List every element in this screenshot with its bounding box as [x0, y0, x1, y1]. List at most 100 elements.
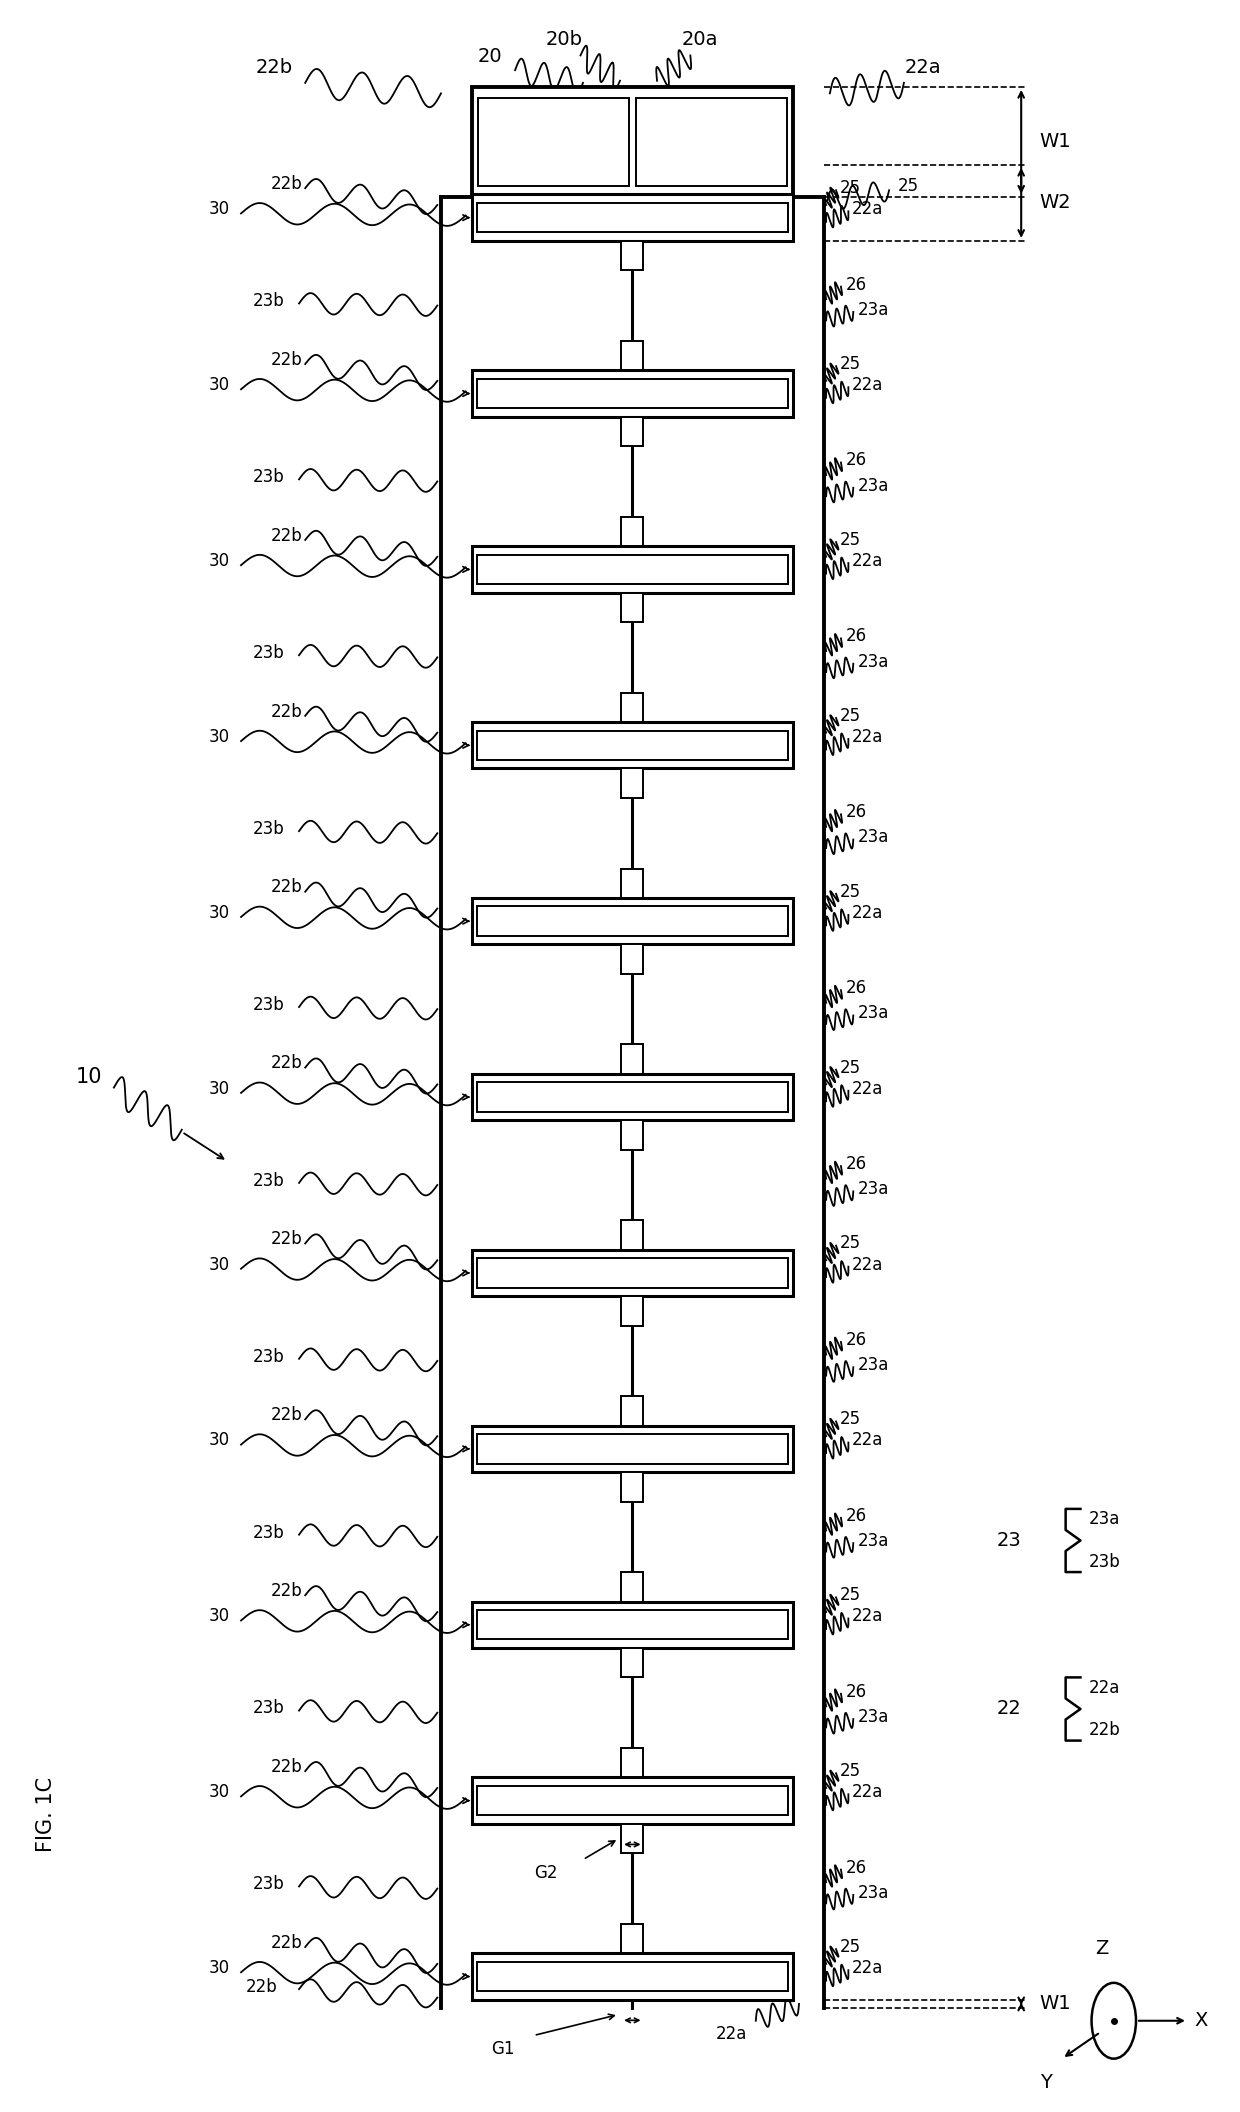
Bar [472, 1954, 792, 2000]
Text: 22a: 22a [715, 2025, 746, 2042]
Bar [621, 1221, 644, 1250]
Bar [621, 1297, 644, 1326]
Text: 10: 10 [76, 1067, 103, 1088]
Text: 23b: 23b [252, 997, 284, 1014]
Text: 22: 22 [997, 1700, 1022, 1719]
Text: 23a: 23a [858, 1884, 889, 1901]
Text: 23: 23 [997, 1531, 1022, 1550]
Text: 25: 25 [839, 1761, 861, 1780]
Text: 23b: 23b [252, 1172, 284, 1189]
Text: 22a: 22a [852, 1960, 883, 1977]
Text: 23b: 23b [1089, 1552, 1121, 1571]
Text: 25: 25 [839, 1939, 861, 1956]
Bar [472, 1778, 792, 1825]
Bar [472, 87, 792, 196]
Text: W1: W1 [1039, 1994, 1071, 2013]
Bar [472, 1073, 792, 1119]
Text: 22a: 22a [1089, 1679, 1121, 1696]
Text: 22b: 22b [270, 1054, 303, 1073]
Text: 30: 30 [208, 904, 229, 921]
Text: 30: 30 [208, 1079, 229, 1098]
Text: 22b: 22b [270, 879, 303, 895]
Text: 22b: 22b [270, 1935, 303, 1951]
Text: 30: 30 [208, 376, 229, 395]
Bar [621, 1647, 644, 1677]
Text: 25: 25 [839, 1411, 861, 1428]
Bar [621, 1119, 644, 1149]
Bar [479, 97, 629, 186]
Bar [621, 944, 644, 974]
Text: 26: 26 [846, 1331, 867, 1350]
Text: 25: 25 [839, 355, 861, 374]
Text: 23a: 23a [1089, 1510, 1121, 1529]
Text: 22b: 22b [246, 1979, 278, 1996]
Text: 26: 26 [846, 275, 867, 294]
Bar [621, 241, 644, 270]
Text: 23b: 23b [252, 291, 284, 310]
Text: 25: 25 [839, 1058, 861, 1077]
Bar [621, 1924, 644, 1954]
Text: 22b: 22b [270, 175, 303, 192]
Text: 20b: 20b [546, 30, 583, 49]
Text: 23a: 23a [858, 1356, 889, 1375]
Text: 23a: 23a [858, 1181, 889, 1198]
Bar [621, 693, 644, 722]
Text: 22a: 22a [852, 1432, 883, 1449]
Bar [621, 593, 644, 623]
Text: 23b: 23b [252, 819, 284, 838]
Text: 22a: 22a [904, 57, 941, 76]
Text: 26: 26 [846, 452, 867, 469]
Text: 22a: 22a [852, 1783, 883, 1802]
Bar [636, 97, 786, 186]
Text: 30: 30 [208, 201, 229, 218]
Text: 22a: 22a [852, 551, 883, 570]
Text: 26: 26 [846, 627, 867, 646]
Text: 22a: 22a [852, 1255, 883, 1274]
Text: 22b: 22b [270, 1231, 303, 1248]
Text: 26: 26 [846, 1683, 867, 1700]
Text: 23a: 23a [858, 1709, 889, 1726]
Text: 23a: 23a [858, 300, 889, 319]
Bar [477, 1259, 787, 1288]
Bar [621, 1749, 644, 1778]
Text: 22b: 22b [270, 351, 303, 370]
Bar [621, 1825, 644, 1854]
Text: 20: 20 [479, 46, 502, 65]
Bar [472, 1426, 792, 1472]
Text: 23a: 23a [858, 828, 889, 847]
Text: 25: 25 [839, 530, 861, 549]
Text: 30: 30 [208, 1960, 229, 1977]
Text: 23b: 23b [252, 1700, 284, 1717]
Bar [472, 1250, 792, 1297]
Text: 23a: 23a [858, 653, 889, 672]
Bar [477, 1609, 787, 1639]
Text: 25: 25 [839, 883, 861, 900]
Bar [477, 1434, 787, 1464]
Text: 20a: 20a [682, 30, 718, 49]
Bar [477, 731, 787, 760]
Text: 25: 25 [839, 1236, 861, 1252]
Text: 26: 26 [846, 1506, 867, 1525]
Bar [621, 416, 644, 446]
Text: 23b: 23b [252, 644, 284, 663]
Text: G1: G1 [491, 2040, 515, 2057]
Text: 30: 30 [208, 1783, 229, 1802]
Bar [472, 370, 792, 416]
Bar [477, 555, 787, 585]
Bar [472, 547, 792, 593]
Text: 30: 30 [208, 1432, 229, 1449]
Text: 22b: 22b [270, 1407, 303, 1423]
Text: 25: 25 [839, 708, 861, 724]
Text: 22b: 22b [270, 1582, 303, 1601]
Text: 23a: 23a [858, 477, 889, 494]
Text: 23b: 23b [252, 469, 284, 486]
Text: W2: W2 [1039, 194, 1071, 213]
Text: 22b: 22b [270, 526, 303, 545]
Text: 22a: 22a [852, 729, 883, 746]
Text: 23b: 23b [252, 1875, 284, 1892]
Bar [621, 1571, 644, 1601]
Text: 30: 30 [208, 1255, 229, 1274]
Text: 26: 26 [846, 1859, 867, 1875]
Text: 30: 30 [208, 729, 229, 746]
Text: 23a: 23a [858, 1005, 889, 1022]
